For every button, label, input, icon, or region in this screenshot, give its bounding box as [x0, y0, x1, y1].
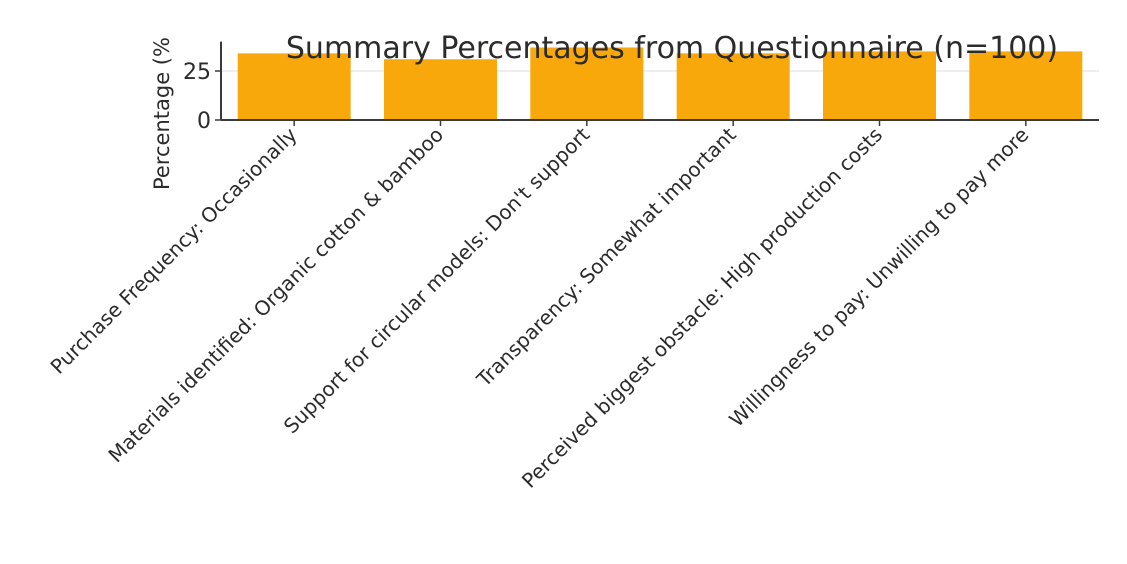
bar: [237, 53, 351, 120]
x-tick-label: Transparency: Somewhat important: [471, 122, 741, 392]
y-tick-label: 25: [183, 60, 211, 85]
chart-title: Summary Percentages from Questionnaire (…: [286, 31, 1058, 66]
bar: [530, 47, 644, 121]
y-axis-label: Percentage (%: [150, 37, 174, 190]
axes-layer: [220, 41, 1099, 121]
x-ticks: Purchase Frequency: OccasionallyMaterial…: [46, 120, 1033, 493]
y-ticks: 0 25: [183, 60, 221, 134]
x-tick-label: Willingness to pay: Unwilling to pay mor…: [724, 123, 1033, 432]
bar: [676, 53, 790, 120]
bar: [823, 51, 936, 120]
bars-layer: [237, 47, 1083, 121]
y-tick-label: 0: [197, 109, 211, 134]
bar: [384, 59, 497, 120]
bar: [969, 51, 1083, 120]
x-tick-label: Support for circular models: Don't suppo…: [279, 122, 595, 438]
